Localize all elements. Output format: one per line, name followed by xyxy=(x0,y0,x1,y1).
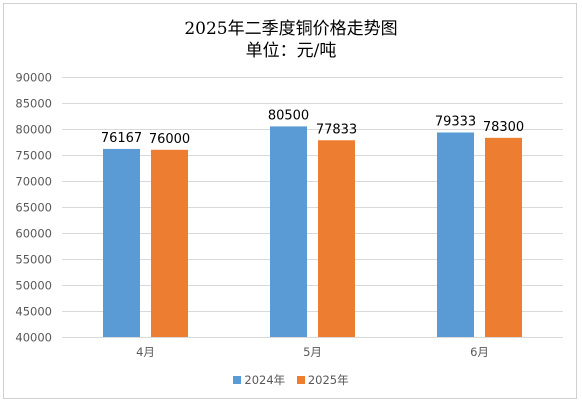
x-tick-label: 4月 xyxy=(136,345,155,359)
bar-1-3 xyxy=(437,132,474,337)
bar-1-2 xyxy=(270,126,307,338)
legend-swatch-series-2 xyxy=(296,376,305,384)
y-tick-label: 60000 xyxy=(15,227,52,241)
gridlines xyxy=(62,77,563,338)
bar-1-1 xyxy=(103,148,140,337)
y-tick-label: 90000 xyxy=(15,71,52,85)
bar-2-3 xyxy=(485,137,522,337)
chart-title: 2025年二季度铜价格走势图 xyxy=(184,19,398,39)
legend-swatch-series-1 xyxy=(233,376,242,384)
x-tick-label: 6月 xyxy=(470,345,489,359)
legend: 2024年 2025年 xyxy=(0,372,582,388)
y-tick-label: 65000 xyxy=(15,201,52,215)
bar-data-labels: 76167 76000 80500 77833 79333 78300 xyxy=(101,108,524,146)
x-tick-label: 5月 xyxy=(303,345,322,359)
data-label: 80500 xyxy=(268,108,309,123)
data-label: 79333 xyxy=(435,114,476,129)
legend-label-series-1: 2024年 xyxy=(244,373,286,387)
legend-label-series-2: 2025年 xyxy=(307,373,349,387)
bars xyxy=(103,126,522,338)
y-tick-label: 80000 xyxy=(15,123,52,137)
data-label: 78300 xyxy=(483,120,524,135)
chart-title-block: 2025年二季度铜价格走势图 单位：元/吨 xyxy=(0,18,582,62)
y-tick-label: 45000 xyxy=(15,305,52,319)
data-label: 77833 xyxy=(316,122,357,137)
chart-subtitle: 单位：元/吨 xyxy=(245,41,337,61)
x-axis-tick-labels: 4月 5月 6月 xyxy=(136,345,489,359)
data-label: 76167 xyxy=(101,131,142,146)
legend-item-series-1: 2024年 xyxy=(233,372,285,388)
y-tick-label: 55000 xyxy=(15,253,52,267)
y-tick-label: 70000 xyxy=(15,175,52,189)
y-tick-label: 75000 xyxy=(15,149,52,163)
bar-2-1 xyxy=(151,149,188,337)
bar-2-2 xyxy=(318,140,355,337)
y-tick-label: 50000 xyxy=(15,279,52,293)
y-tick-label: 85000 xyxy=(15,97,52,111)
legend-item-series-2: 2025年 xyxy=(296,372,349,388)
y-axis-tick-labels: 40000 45000 50000 55000 60000 65000 70000 75000… xyxy=(15,71,52,345)
data-label: 76000 xyxy=(149,132,190,147)
y-tick-label: 40000 xyxy=(15,331,52,345)
